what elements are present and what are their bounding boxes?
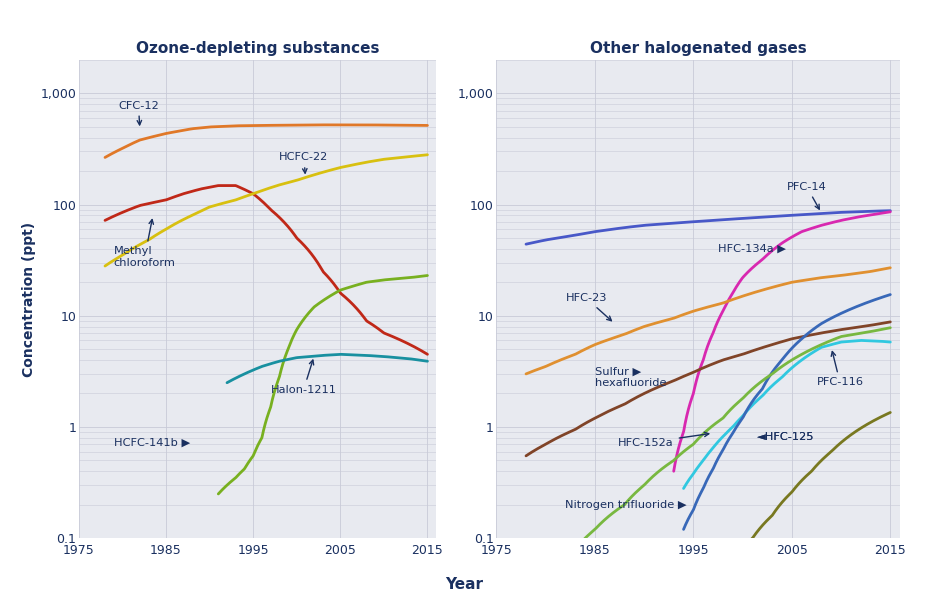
Text: CFC-12: CFC-12 [118, 100, 159, 125]
Text: HCFC-22: HCFC-22 [279, 152, 328, 173]
Title: Ozone-depleting substances: Ozone-depleting substances [135, 41, 379, 56]
Text: HFC-134a ▶: HFC-134a ▶ [717, 244, 785, 254]
Y-axis label: Concentration (ppt): Concentration (ppt) [22, 221, 36, 377]
Text: Year: Year [445, 577, 482, 592]
Text: HFC-152a: HFC-152a [617, 432, 708, 448]
Text: ◄HFC-125: ◄HFC-125 [756, 432, 814, 441]
Text: Sulfur ▶
hexafluoride: Sulfur ▶ hexafluoride [594, 367, 666, 388]
Text: Nitrogen trifluoride ▶: Nitrogen trifluoride ▶ [565, 500, 686, 509]
Text: PFC-14: PFC-14 [786, 182, 826, 209]
Text: Methyl
chloroform: Methyl chloroform [114, 219, 175, 268]
Text: HFC-23: HFC-23 [565, 293, 611, 321]
Text: Halon-1211: Halon-1211 [271, 360, 337, 395]
Text: ◄HFC-125: ◄HFC-125 [756, 432, 814, 441]
Text: HCFC-141b ▶: HCFC-141b ▶ [114, 438, 190, 448]
Title: Other halogenated gases: Other halogenated gases [590, 41, 806, 56]
Text: PFC-116: PFC-116 [816, 352, 862, 388]
